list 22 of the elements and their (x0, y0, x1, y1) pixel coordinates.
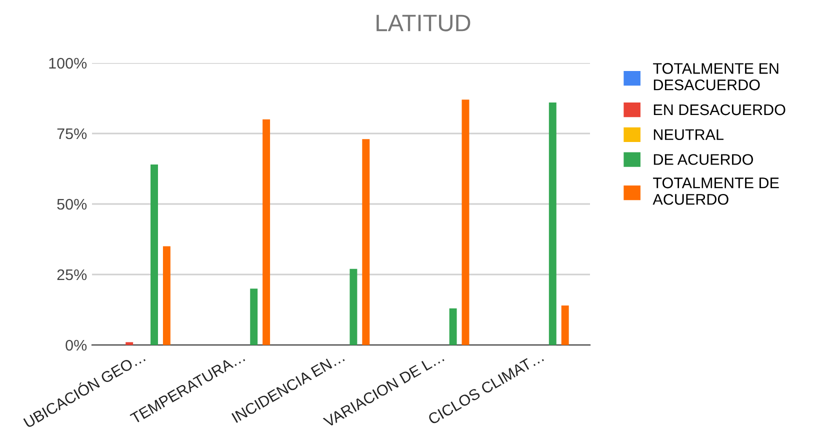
y-tick-label: 75% (57, 128, 87, 140)
bar (126, 342, 134, 345)
bar (548, 102, 556, 345)
y-tick-label: 100% (49, 58, 87, 69)
bar (449, 308, 457, 345)
legend-label: EN DESACUERDO (654, 104, 786, 116)
bar (262, 119, 270, 345)
legend-label: NEUTRAL (654, 129, 724, 140)
bar (150, 164, 158, 345)
bar (162, 246, 170, 345)
legend-label: TOTALMENTE DE ACUERDO (652, 178, 779, 205)
y-tick-label: 25% (57, 269, 87, 280)
bar (250, 288, 258, 345)
y-tick-label: 0% (66, 340, 87, 351)
bar (362, 139, 370, 345)
legend-label: DE ACUERDO (654, 154, 753, 165)
bar (561, 306, 569, 345)
bar (350, 268, 358, 345)
bar (462, 100, 470, 345)
y-tick-label: 50% (57, 198, 87, 210)
legend-label: TOTALMENTE EN DESACUERDO (653, 63, 778, 90)
chart-title: LATITUD (376, 14, 470, 32)
